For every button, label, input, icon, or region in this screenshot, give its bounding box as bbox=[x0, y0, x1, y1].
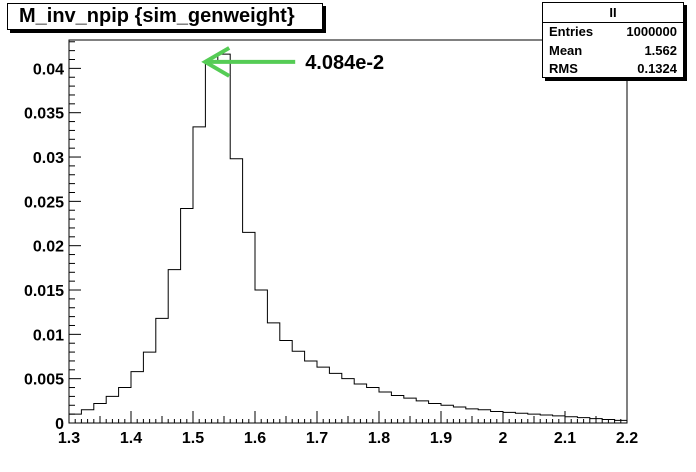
x-tick-label: 1.5 bbox=[182, 430, 204, 447]
x-tick-label: 1.9 bbox=[430, 430, 452, 447]
stats-value: 1.562 bbox=[644, 42, 677, 58]
stats-value: 0.1324 bbox=[637, 61, 677, 77]
plot-frame bbox=[68, 39, 628, 424]
stats-label: Entries bbox=[549, 24, 594, 39]
x-tick-label: 1.8 bbox=[368, 430, 390, 447]
stats-row-rms: RMS 0.1324 bbox=[543, 60, 683, 79]
y-tick-label: 0.01 bbox=[33, 327, 64, 344]
peak-annotation-arrow bbox=[201, 46, 296, 78]
y-tick-label: 0.025 bbox=[24, 194, 64, 211]
stats-row-mean: Mean 1.562 bbox=[543, 42, 683, 61]
x-tick-label: 2 bbox=[499, 430, 508, 447]
stats-value: 1000000 bbox=[626, 24, 677, 39]
y-tick-label: 0.015 bbox=[24, 283, 64, 300]
stats-row-entries: Entries 1000000 bbox=[543, 23, 683, 42]
peak-annotation-label: 4.084e-2 bbox=[305, 52, 384, 74]
x-tick-label: 1.4 bbox=[120, 430, 142, 447]
y-tick-label: 0.04 bbox=[33, 61, 64, 78]
x-tick-label: 1.3 bbox=[58, 430, 80, 447]
stats-box: II Entries 1000000 Mean 1.562 RMS 0.1324 bbox=[542, 2, 684, 78]
x-tick-label: 1.6 bbox=[244, 430, 266, 447]
stats-label: Mean bbox=[549, 42, 583, 58]
stats-name: II bbox=[543, 3, 683, 23]
histogram-title: M_inv_npip {sim_genweight} bbox=[7, 3, 323, 30]
histogram-line bbox=[68, 53, 628, 423]
x-tick-label: 1.7 bbox=[306, 430, 328, 447]
y-tick-label: 0 bbox=[55, 416, 64, 433]
y-tick-label: 0.005 bbox=[24, 372, 64, 389]
x-tick-label: 2.1 bbox=[554, 430, 576, 447]
y-tick-label: 0.035 bbox=[24, 106, 64, 123]
stats-label: RMS bbox=[549, 61, 578, 77]
y-tick-label: 0.03 bbox=[33, 150, 64, 167]
x-tick-label: 2.2 bbox=[616, 430, 638, 447]
y-tick-label: 0.02 bbox=[33, 239, 64, 256]
